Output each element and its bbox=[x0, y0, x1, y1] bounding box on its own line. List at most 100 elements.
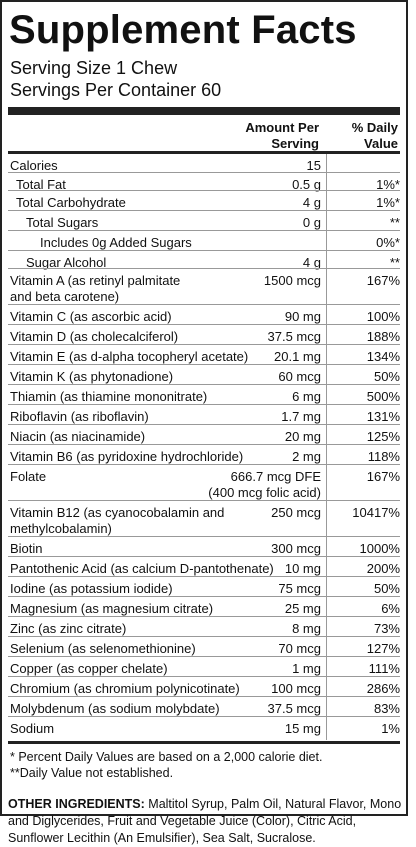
column-divider bbox=[326, 637, 327, 656]
nutrient-amount-line: 6 mg bbox=[292, 389, 321, 404]
nutrient-name: Total Carbohydrate bbox=[16, 195, 286, 211]
column-divider bbox=[326, 537, 327, 556]
nutrient-daily-value: 1%* bbox=[376, 177, 400, 192]
nutrient-amount: 300 mcg bbox=[203, 541, 321, 557]
nutrient-name: Pantothenic Acid (as calcium D-pantothen… bbox=[10, 561, 280, 577]
nutrient-amount-line: 15 mg bbox=[284, 721, 321, 736]
nutrient-daily-value: 6% bbox=[381, 601, 400, 616]
nutrient-name-line: Pantothenic Acid (as calcium D-pantothen… bbox=[10, 561, 274, 576]
footnote-percent-dv: * Percent Daily Values are based on a 2,… bbox=[10, 750, 323, 764]
nutrient-name: Molybdenum (as sodium molybdate) bbox=[10, 701, 280, 717]
nutrient-amount-line: 1 mg bbox=[292, 661, 321, 676]
nutrient-name: Total Sugars bbox=[26, 215, 296, 231]
nutrient-name-line: Total Sugars bbox=[26, 215, 99, 230]
nutrient-amount-line: 70 mcg bbox=[278, 641, 321, 656]
nutrient-name-line: methylcobalamin) bbox=[10, 521, 112, 536]
nutrient-amount-line: 2 mg bbox=[292, 449, 321, 464]
nutrient-name-line: Selenium (as selenomethionine) bbox=[10, 641, 196, 656]
column-divider bbox=[326, 231, 327, 250]
column-divider bbox=[326, 577, 327, 596]
nutrient-amount-line: 20.1 mg bbox=[274, 349, 321, 364]
nutrient-daily-value: 188% bbox=[366, 329, 400, 344]
nutrient-row: Niacin (as niacinamide) 20 mg 125% bbox=[8, 424, 400, 444]
nutrient-row: Vitamin A (as retinyl palmitate and beta … bbox=[8, 268, 400, 304]
nutrient-daily-value: 100% bbox=[366, 309, 400, 324]
column-divider bbox=[326, 617, 327, 636]
nutrient-name-line: Iodine (as potassium iodide) bbox=[10, 581, 173, 596]
nutrient-amount-line: 0 g bbox=[302, 215, 321, 230]
nutrient-row: Copper (as copper chelate) 1 mg 111% bbox=[8, 656, 400, 676]
column-divider bbox=[326, 465, 327, 500]
nutrient-name: Copper (as copper chelate) bbox=[10, 661, 280, 677]
nutrient-amount: 1500 mcg bbox=[203, 273, 321, 289]
column-divider bbox=[326, 269, 327, 304]
nutrient-row: Thiamin (as thiamine mononitrate) 6 mg 500… bbox=[8, 384, 400, 404]
nutrient-amount: 60 mcg bbox=[203, 369, 321, 385]
column-divider bbox=[326, 173, 327, 190]
nutrient-amount: 37.5 mcg bbox=[203, 701, 321, 717]
nutrient-daily-value: 73% bbox=[373, 621, 400, 636]
nutrient-name: Includes 0g Added Sugars bbox=[40, 235, 310, 251]
nutrient-name: Sugar Alcohol bbox=[26, 255, 296, 271]
nutrient-amount-line: 60 mcg bbox=[278, 369, 321, 384]
column-divider bbox=[326, 697, 327, 716]
nutrient-amount-line: 250 mcg bbox=[271, 505, 321, 520]
column-divider bbox=[326, 501, 327, 536]
nutrient-daily-value: 1000% bbox=[359, 541, 400, 556]
nutrient-daily-value: 111% bbox=[368, 661, 400, 676]
nutrient-amount-line: (400 mcg folic acid) bbox=[208, 485, 321, 500]
nutrient-amount-line: 1.7 mg bbox=[281, 409, 321, 424]
nutrient-row: Magnesium (as magnesium citrate) 25 mg 6% bbox=[8, 596, 400, 616]
nutrient-name: Total Fat bbox=[16, 177, 286, 193]
nutrient-daily-value: 500% bbox=[366, 389, 400, 404]
nutrient-row: Zinc (as zinc citrate) 8 mg 73% bbox=[8, 616, 400, 636]
nutrient-amount-line: 100 mcg bbox=[271, 681, 321, 696]
nutrient-daily-value: ** bbox=[389, 255, 400, 270]
nutrient-name: Biotin bbox=[10, 541, 280, 557]
column-divider bbox=[326, 191, 327, 210]
nutrient-amount: 15 mg bbox=[203, 721, 321, 737]
column-divider bbox=[326, 365, 327, 384]
column-divider bbox=[326, 597, 327, 616]
dv-header-line2: Value bbox=[364, 136, 398, 151]
nutrient-row: Total Sugars 0 g ** bbox=[8, 210, 400, 230]
nutrient-name-line: Vitamin K (as phytonadione) bbox=[10, 369, 174, 384]
nutrient-amount-line: 37.5 mcg bbox=[267, 701, 321, 716]
nutrient-row: Vitamin B12 (as cyanocobalamin and methyl… bbox=[8, 500, 400, 536]
column-divider bbox=[326, 345, 327, 364]
nutrient-daily-value: 286% bbox=[366, 681, 400, 696]
nutrient-name-line: Vitamin B12 (as cyanocobalamin and bbox=[10, 505, 225, 520]
nutrient-row: Vitamin K (as phytonadione) 60 mcg 50% bbox=[8, 364, 400, 384]
nutrient-daily-value: 200% bbox=[366, 561, 400, 576]
nutrient-name-line: Biotin bbox=[10, 541, 43, 556]
nutrient-name-line: Total Carbohydrate bbox=[16, 195, 126, 210]
nutrient-amount-line: 75 mcg bbox=[278, 581, 321, 596]
nutrient-name-line: Riboflavin (as riboflavin) bbox=[10, 409, 149, 424]
nutrient-name-line: Copper (as copper chelate) bbox=[10, 661, 168, 676]
column-divider bbox=[326, 405, 327, 424]
nutrient-amount: 15 bbox=[203, 158, 321, 174]
nutrient-daily-value: 10417% bbox=[352, 505, 400, 520]
nutrient-daily-value: 167% bbox=[366, 469, 400, 484]
nutrient-row: Vitamin C (as ascorbic acid) 90 mg 100% bbox=[8, 304, 400, 324]
nutrient-name: Vitamin D (as cholecalciferol) bbox=[10, 329, 280, 345]
nutrient-row: Chromium (as chromium polynicotinate) 100… bbox=[8, 676, 400, 696]
nutrient-amount: 90 mg bbox=[203, 309, 321, 325]
nutrient-daily-value: 127% bbox=[366, 641, 400, 656]
nutrient-amount: 25 mg bbox=[203, 601, 321, 617]
nutrient-daily-value: 131% bbox=[366, 409, 400, 424]
nutrient-name-line: Folate bbox=[10, 469, 47, 484]
nutrient-amount: 20 mg bbox=[203, 429, 321, 445]
nutrient-row: Selenium (as selenomethionine) 70 mcg 127% bbox=[8, 636, 400, 656]
nutrient-row: Sodium 15 mg 1% bbox=[8, 716, 400, 740]
thick-rule-top bbox=[8, 107, 400, 115]
column-divider bbox=[326, 717, 327, 740]
nutrient-daily-value: 0%* bbox=[376, 235, 400, 250]
nutrient-daily-value: 83% bbox=[373, 701, 400, 716]
column-divider bbox=[326, 425, 327, 444]
nutrient-name-line: Chromium (as chromium polynicotinate) bbox=[10, 681, 240, 696]
nutrient-daily-value: 50% bbox=[373, 581, 400, 596]
nutrient-name-line: Zinc (as zinc citrate) bbox=[10, 621, 127, 636]
nutrient-name: Vitamin C (as ascorbic acid) bbox=[10, 309, 280, 325]
other-ingredients: OTHER INGREDIENTS: Maltitol Syrup, Palm … bbox=[8, 796, 408, 847]
